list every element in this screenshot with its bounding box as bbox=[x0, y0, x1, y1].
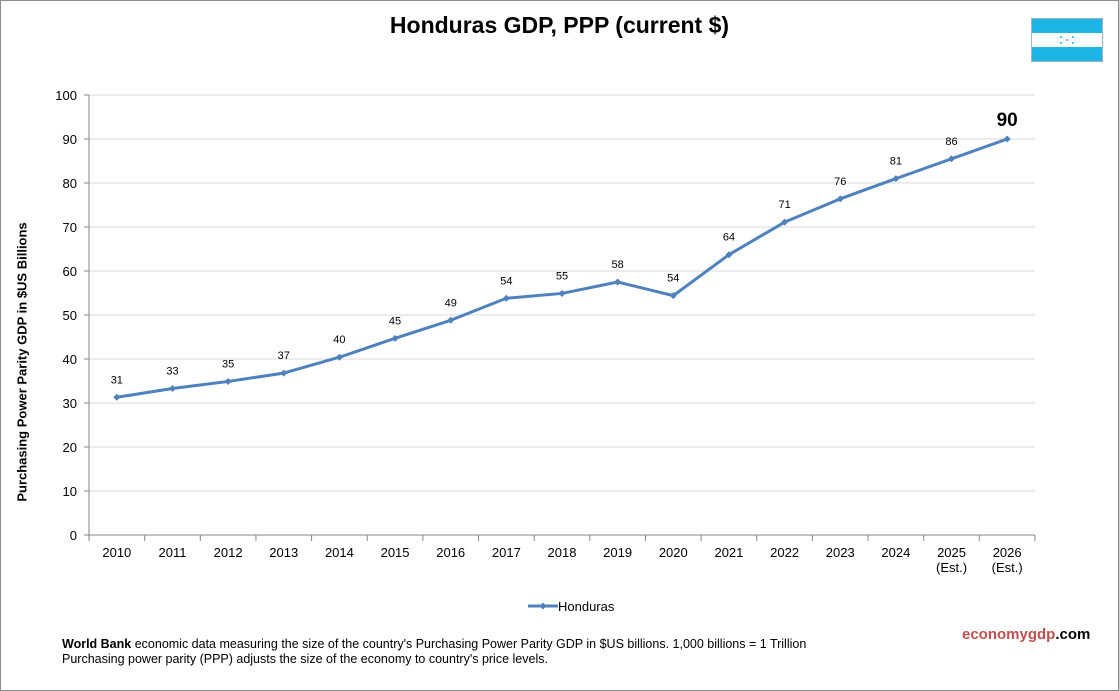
legend-label-honduras: Honduras bbox=[558, 598, 615, 614]
brand-domain: .com bbox=[1055, 626, 1091, 643]
footer-source: World Bank bbox=[62, 637, 132, 651]
footer-line2: Purchasing power parity (PPP) adjusts th… bbox=[62, 652, 548, 666]
brand-name: economygdp bbox=[962, 626, 1056, 643]
y-axis-label: Purchasing Power Parity GDP in $US Billi… bbox=[14, 222, 30, 502]
honduras-flag-icon bbox=[1031, 18, 1103, 62]
footer-line1: economic data measuring the size of the … bbox=[131, 637, 807, 651]
chart-title: Honduras GDP, PPP (current $) bbox=[389, 12, 730, 38]
legend: Honduras bbox=[528, 597, 614, 615]
legend-line-marker-icon bbox=[528, 602, 558, 610]
brand-logo[interactable]: economygdp.com bbox=[962, 626, 1090, 643]
footer-note: World Bank economic data measuring the s… bbox=[62, 637, 806, 667]
